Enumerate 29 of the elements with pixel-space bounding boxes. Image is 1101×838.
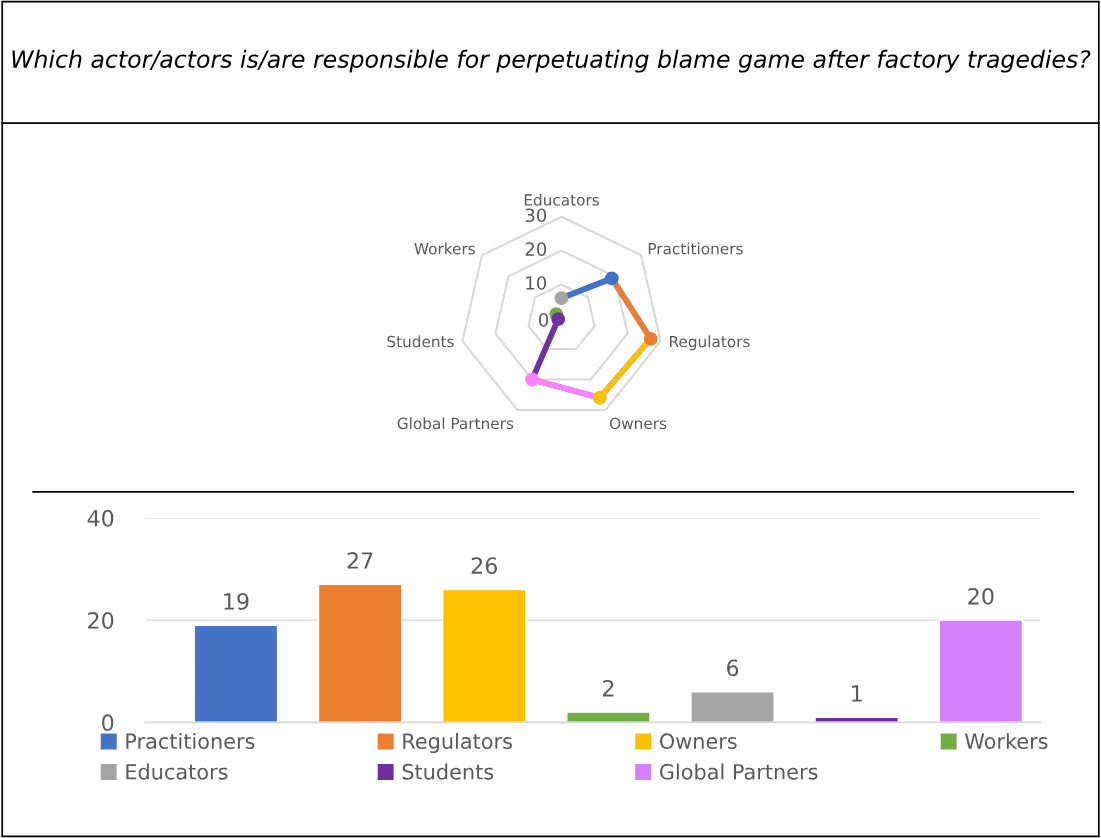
y-tick-label: 20 <box>525 242 547 256</box>
data-label: 1 <box>852 685 862 702</box>
spoke-label: Regulators <box>670 335 750 351</box>
data-label: 6 <box>727 659 739 677</box>
y-tick-label: 0 <box>102 714 114 732</box>
legend-label: Students <box>402 763 494 780</box>
data-label: 20 <box>968 587 994 605</box>
legend-label: Workers <box>965 732 1048 750</box>
data-label: 26 <box>471 557 497 575</box>
spoke-label: Educators <box>524 193 599 206</box>
y-tick-label: 20 <box>88 612 114 629</box>
legend-label: Owners <box>659 733 737 750</box>
spoke-label: Workers <box>414 242 475 255</box>
legend-label: Global Partners <box>659 763 818 780</box>
spoke-label: Students <box>387 335 454 348</box>
data-label: 27 <box>347 552 373 569</box>
spoke-label: Global Partners <box>397 417 514 430</box>
legend-label: Educators <box>126 763 228 780</box>
y-tick-label: 30 <box>525 208 547 223</box>
data-label: 2 <box>602 679 614 697</box>
legend-label: Practitioners <box>126 732 255 750</box>
legend-label: Regulators <box>403 732 512 754</box>
y-tick-label: 10 <box>526 276 547 290</box>
chart-title: Which actor/actors is/are responsible for perpetuating blame game after factory tragedies? <box>12 49 1091 73</box>
spoke-label: Owners <box>609 417 667 430</box>
spoke-label: Practitioners <box>648 242 743 255</box>
data-label: 19 <box>224 593 249 610</box>
y-tick-label: 0 <box>539 313 549 327</box>
y-tick-label: 40 <box>87 509 114 527</box>
